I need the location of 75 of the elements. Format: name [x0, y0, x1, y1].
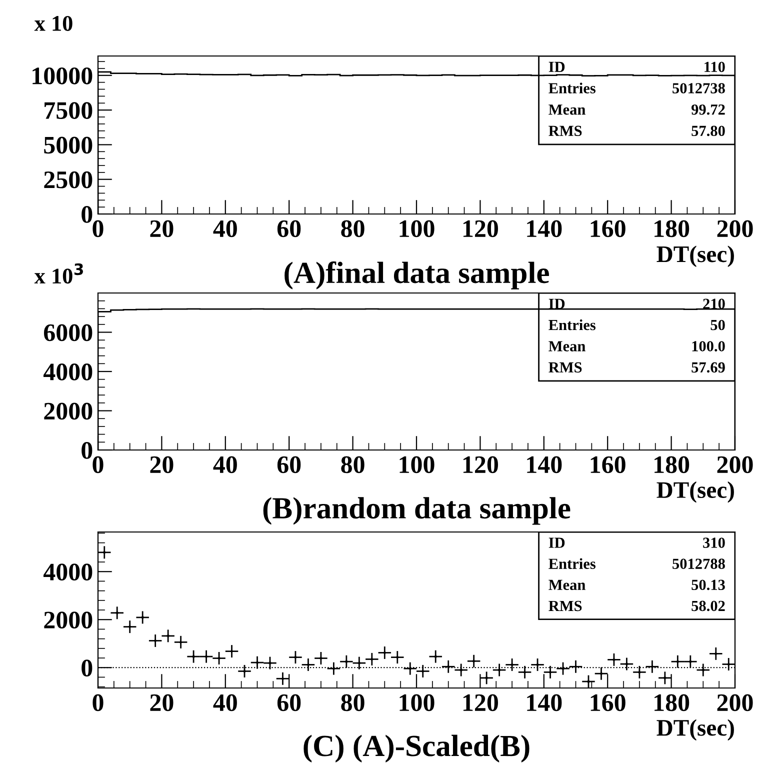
x-tick-label: 160: [590, 694, 626, 712]
x-tick-label: 80: [341, 694, 364, 712]
annotation: 57.69: [692, 362, 725, 373]
x-tick-label: 20: [150, 456, 174, 474]
annotation: RMS: [548, 126, 582, 136]
annotation: 50: [710, 320, 725, 330]
text: (B)random data sample: [263, 497, 570, 525]
x-tick-label: 20: [150, 694, 174, 712]
x-tick-label: 120: [463, 456, 498, 474]
y-tick-label: 4000: [43, 364, 92, 380]
x-tick-label: 100: [400, 694, 434, 712]
annotation: 110: [704, 62, 725, 72]
x-tick-label: 60: [277, 694, 301, 712]
annotation: 58.02: [692, 600, 725, 612]
x-tick-label: 100: [400, 456, 434, 474]
annotation: Entries: [548, 319, 596, 330]
annotation: Entries: [548, 558, 596, 569]
x-tick-label: 0: [92, 220, 104, 238]
x-tick-label: 160: [590, 456, 626, 474]
y-tick-label: 2500: [44, 171, 92, 188]
text: (C) (A)-Scaled(B): [304, 734, 530, 763]
annotation: Mean: [548, 341, 586, 352]
x-tick-label: 180: [654, 456, 690, 474]
y-tick-label: 5000: [44, 136, 92, 154]
text: (A)final data sample: [284, 261, 549, 290]
x-tick-label: 180: [654, 694, 690, 712]
x-tick-label: 20: [150, 220, 174, 238]
x-tick-label: 40: [213, 694, 237, 712]
x-tick-label: 160: [590, 220, 626, 238]
x-tick-label: 120: [463, 694, 498, 712]
y-tick-label: 10000: [32, 67, 92, 84]
x-tick-label: 200: [717, 694, 753, 712]
y-tick-label: 0: [82, 442, 92, 459]
annotation: 50.13: [692, 580, 725, 590]
x-tick-label: 140: [527, 694, 562, 712]
annotation: ID: [548, 62, 565, 72]
y-tick-label: 2000: [44, 612, 92, 629]
x-tick-label: 40: [213, 456, 237, 474]
x-tick-label: 80: [341, 456, 364, 474]
annotation: RMS: [548, 362, 582, 373]
y-tick-label: 6000: [44, 324, 92, 342]
x-axis-title: DT(sec): [656, 246, 734, 268]
annotation: RMS: [548, 600, 582, 612]
x-tick-label: 0: [92, 456, 104, 474]
annotation: 5012788: [672, 558, 725, 569]
x-tick-label: 120: [463, 220, 498, 238]
y-axis-title: x 10: [34, 16, 72, 31]
y-tick-label: 0: [82, 206, 92, 223]
x-tick-label: 40: [213, 220, 237, 238]
x-axis-title: DT(sec): [656, 719, 734, 741]
x-tick-label: 0: [92, 694, 104, 712]
x-tick-label: 60: [277, 456, 301, 474]
x-axis-title: DT(sec): [656, 481, 734, 503]
x-tick-label: 60: [277, 220, 301, 238]
x-tick-label: 80: [341, 220, 364, 238]
annotation: Mean: [548, 104, 586, 115]
y-tick-label: 7500: [44, 102, 92, 119]
annotation: 5012738: [672, 83, 725, 94]
y-tick-label: 4000: [43, 564, 92, 581]
x-tick-label: 200: [717, 456, 753, 474]
annotation: 310: [703, 538, 725, 548]
annotation: 99.72: [691, 104, 725, 115]
y-tick-label: 2000: [44, 402, 92, 420]
y-axis-title: x 10$^{3}$: [34, 263, 83, 284]
annotation: 100.0: [692, 341, 725, 352]
x-tick-label: 140: [527, 220, 562, 238]
annotation: 57.80: [692, 126, 725, 136]
x-tick-label: 100: [400, 220, 434, 238]
y-tick-label: 0: [82, 660, 92, 677]
x-tick-label: 200: [717, 220, 753, 238]
annotation: Entries: [548, 82, 596, 94]
x-tick-label: 140: [527, 456, 562, 474]
annotation: Mean: [548, 580, 586, 590]
x-tick-label: 180: [654, 220, 690, 238]
annotation: ID: [548, 538, 565, 548]
